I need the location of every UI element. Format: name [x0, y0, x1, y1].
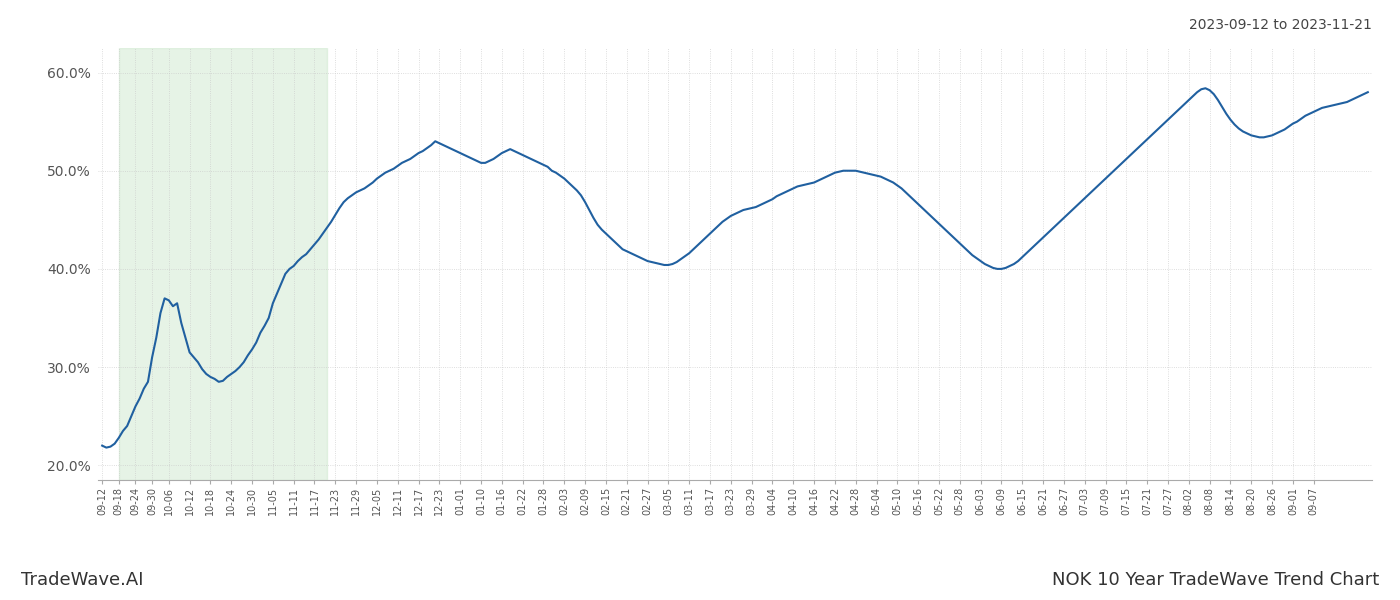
Text: 2023-09-12 to 2023-11-21: 2023-09-12 to 2023-11-21	[1189, 18, 1372, 32]
Text: NOK 10 Year TradeWave Trend Chart: NOK 10 Year TradeWave Trend Chart	[1051, 571, 1379, 589]
Bar	[119, 48, 328, 480]
Text: TradeWave.AI: TradeWave.AI	[21, 571, 143, 589]
